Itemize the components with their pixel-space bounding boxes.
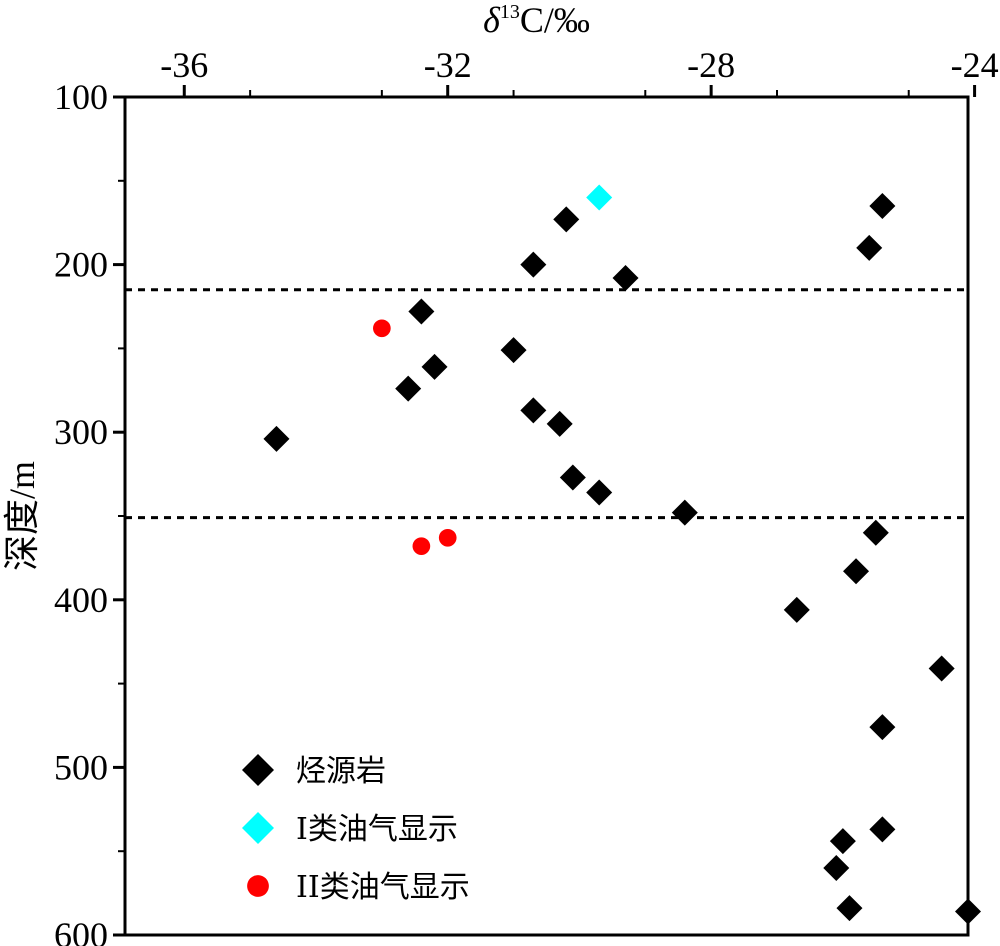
x-tick-label: -32 bbox=[424, 45, 472, 85]
legend: 烃源岩 I类油气显示 II类油气显示 bbox=[242, 754, 470, 905]
x-axis-title-rest: C/‰ bbox=[520, 0, 590, 40]
data-point-diamond bbox=[520, 397, 547, 424]
data-point-diamond bbox=[869, 714, 896, 741]
legend-item: 烃源岩 bbox=[242, 754, 386, 789]
data-point-diamond bbox=[862, 519, 889, 546]
y-tick-label: 100 bbox=[54, 77, 108, 117]
data-point-diamond bbox=[546, 410, 573, 437]
data-point-diamond bbox=[500, 337, 527, 364]
legend-marker-diamond bbox=[242, 754, 274, 786]
data-point-diamond bbox=[671, 499, 698, 526]
legend-label: 烃源岩 bbox=[296, 754, 386, 789]
data-point-circle bbox=[438, 528, 457, 547]
x-tick-label: -28 bbox=[687, 45, 735, 85]
plot-frame bbox=[123, 95, 970, 937]
y-tick-label: 500 bbox=[54, 747, 108, 787]
legend-label: I类油气显示 bbox=[296, 812, 458, 847]
data-point-diamond bbox=[928, 655, 955, 682]
data-point-diamond bbox=[408, 298, 435, 325]
data-point-diamond bbox=[836, 895, 863, 922]
x-axis: -36 -32 -28 -24 bbox=[160, 45, 999, 97]
y-tick-label: 600 bbox=[54, 915, 108, 946]
x-tick-label: -36 bbox=[160, 45, 208, 85]
legend-item: I类油气显示 bbox=[242, 812, 458, 847]
data-point-circle bbox=[373, 319, 391, 338]
y-tick-label: 400 bbox=[54, 580, 108, 620]
y-tick-label: 200 bbox=[54, 245, 108, 285]
data-point-diamond bbox=[395, 375, 422, 402]
data-point-diamond bbox=[829, 828, 856, 855]
data-point-diamond bbox=[586, 184, 613, 211]
legend-label: II类油气显示 bbox=[296, 870, 470, 905]
data-points bbox=[263, 184, 981, 925]
data-point-diamond bbox=[553, 206, 580, 233]
y-tick-label: 300 bbox=[54, 412, 108, 452]
data-point-diamond bbox=[612, 265, 639, 292]
data-point-diamond bbox=[263, 425, 290, 452]
series-points bbox=[263, 192, 981, 925]
legend-marker-diamond bbox=[242, 812, 274, 844]
data-point-diamond bbox=[823, 854, 850, 881]
x-tick-label: -24 bbox=[951, 45, 999, 85]
y-axis-title: 深度/m bbox=[2, 461, 42, 571]
data-point-diamond bbox=[520, 251, 547, 278]
series-points bbox=[586, 184, 613, 211]
x-axis-title: δ13C/‰ bbox=[483, 0, 590, 40]
data-point-diamond bbox=[586, 479, 613, 506]
reference-lines bbox=[125, 288, 968, 520]
x-axis-title-superscript: 13 bbox=[500, 1, 520, 23]
legend-item: II类油气显示 bbox=[247, 870, 470, 905]
data-point-diamond bbox=[421, 353, 448, 380]
data-point-diamond bbox=[783, 596, 810, 623]
legend-marker-circle bbox=[247, 875, 269, 897]
data-point-diamond bbox=[869, 192, 896, 219]
series-points bbox=[373, 319, 457, 556]
x-axis-title-delta: δ bbox=[483, 0, 501, 40]
data-point-diamond bbox=[843, 558, 870, 585]
data-point-circle bbox=[412, 537, 431, 556]
data-point-diamond bbox=[869, 816, 896, 843]
data-point-diamond bbox=[856, 234, 883, 261]
data-point-diamond bbox=[559, 464, 586, 491]
y-axis: 100 200 300 400 500 600 bbox=[54, 77, 125, 946]
data-point-diamond bbox=[955, 898, 981, 925]
